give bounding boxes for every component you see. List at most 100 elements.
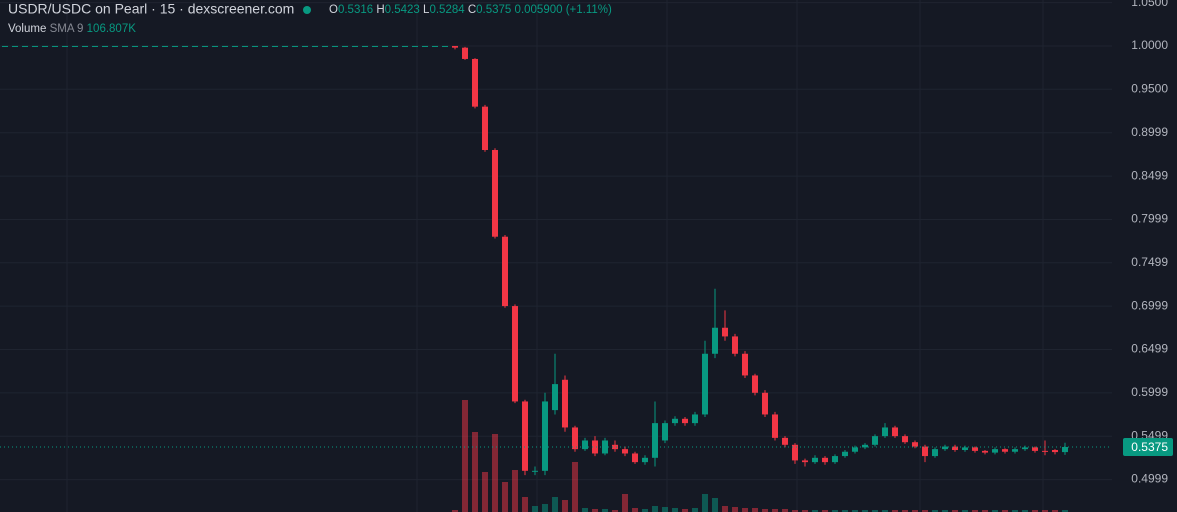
volume-bar xyxy=(552,497,558,512)
candle-body xyxy=(22,45,28,47)
candle-body xyxy=(972,447,978,451)
volume-bar xyxy=(532,506,538,512)
candle-body xyxy=(332,45,338,47)
candle-body xyxy=(132,45,138,47)
volume-bar xyxy=(482,472,488,512)
candle-body xyxy=(442,45,448,47)
candle-body xyxy=(382,45,388,47)
volume-bar xyxy=(662,507,668,512)
volume-bar xyxy=(862,510,868,512)
volume-bar xyxy=(1042,510,1048,512)
volume-bar xyxy=(472,432,478,512)
candle-body xyxy=(642,457,648,463)
candle-body xyxy=(492,150,498,237)
volume-value: 106.807K xyxy=(87,23,137,35)
candle-body xyxy=(62,45,68,47)
volume-bar xyxy=(892,510,898,512)
volume-bar xyxy=(462,400,468,512)
candle-body xyxy=(1022,447,1028,450)
volume-bar xyxy=(902,510,908,512)
candle-body xyxy=(612,444,618,450)
volume-bar xyxy=(992,510,998,512)
price-axis: 1.0500 1.0000 0.9500 0.8999 0.8499 0.7999 0.74… xyxy=(1123,0,1173,486)
candle-body xyxy=(232,45,238,47)
volume-bar xyxy=(882,510,888,512)
candle-body xyxy=(102,45,108,47)
candle-body xyxy=(772,414,778,438)
candle-body xyxy=(592,440,598,454)
candle-body xyxy=(882,427,888,437)
candle-body xyxy=(662,423,668,441)
legend-value: 0.5284 xyxy=(429,4,465,16)
legend-value: 0.5423 xyxy=(385,4,420,16)
volume-bar xyxy=(792,510,798,512)
candle-body xyxy=(362,45,368,47)
volume-bar xyxy=(912,510,918,512)
candle-body xyxy=(872,436,878,445)
volume-bar xyxy=(632,508,638,512)
volume-bar xyxy=(842,510,848,512)
y-tick-label: 0.7499 xyxy=(1131,255,1168,269)
y-tick-label: 0.6999 xyxy=(1131,298,1168,312)
volume-bar xyxy=(712,498,718,512)
y-tick-label: 1.0000 xyxy=(1131,38,1168,52)
legend-change: 0.005900 (+1.11%) xyxy=(515,4,612,16)
candle-body xyxy=(342,45,348,47)
candle-body xyxy=(702,353,708,415)
candle-body xyxy=(282,45,288,47)
candle-body xyxy=(992,449,998,453)
candle-body xyxy=(502,236,508,307)
candle-body xyxy=(82,45,88,47)
legend-value: 0.5375 xyxy=(476,4,511,16)
candle-body xyxy=(962,447,968,451)
candle-body xyxy=(652,423,658,458)
volume-bar xyxy=(682,509,688,512)
candle-body xyxy=(52,45,58,47)
volume-bar xyxy=(782,509,788,512)
last-price-label: 0.5375 xyxy=(1131,440,1168,454)
volume-bar xyxy=(722,506,728,512)
candle-body xyxy=(982,450,988,453)
candle-body xyxy=(242,45,248,47)
volume-bar xyxy=(492,434,498,512)
volume-label: Volume xyxy=(8,23,46,35)
candle-body xyxy=(252,45,258,47)
legend-label: O xyxy=(329,4,338,16)
candle-body xyxy=(372,45,378,47)
candle-body xyxy=(922,446,928,457)
volume-bar xyxy=(592,509,598,512)
candle-body xyxy=(112,45,118,47)
candle-body xyxy=(422,45,428,47)
volume-bar xyxy=(1062,510,1068,512)
candle-body xyxy=(142,45,148,47)
candle-body xyxy=(512,306,518,402)
candle-body xyxy=(322,45,328,47)
candle-body xyxy=(212,45,218,47)
volume-bar xyxy=(452,510,458,512)
candle-body xyxy=(162,45,168,47)
candle-body xyxy=(692,414,698,424)
candle-body xyxy=(522,401,528,471)
candle-body xyxy=(202,45,208,47)
volume-bar xyxy=(942,510,948,512)
volume-bar xyxy=(502,482,508,512)
candle-body xyxy=(392,45,398,47)
candle-body xyxy=(312,45,318,47)
candle-body xyxy=(902,436,908,443)
candle-body xyxy=(932,449,938,457)
candle-body xyxy=(862,444,868,448)
candle-body xyxy=(572,427,578,450)
volume-bar xyxy=(922,510,928,512)
candle-body xyxy=(952,446,958,451)
candle-body xyxy=(452,45,458,48)
volume-bar xyxy=(1012,510,1018,512)
candle-body xyxy=(752,375,758,393)
candle-body xyxy=(1062,446,1068,453)
candle-body xyxy=(1052,450,1058,453)
y-tick-label: 0.6499 xyxy=(1131,342,1168,356)
candle-body xyxy=(182,45,188,47)
volume-bar xyxy=(982,510,988,512)
y-tick-label: 0.4999 xyxy=(1131,472,1168,486)
volume-bar xyxy=(802,510,808,512)
